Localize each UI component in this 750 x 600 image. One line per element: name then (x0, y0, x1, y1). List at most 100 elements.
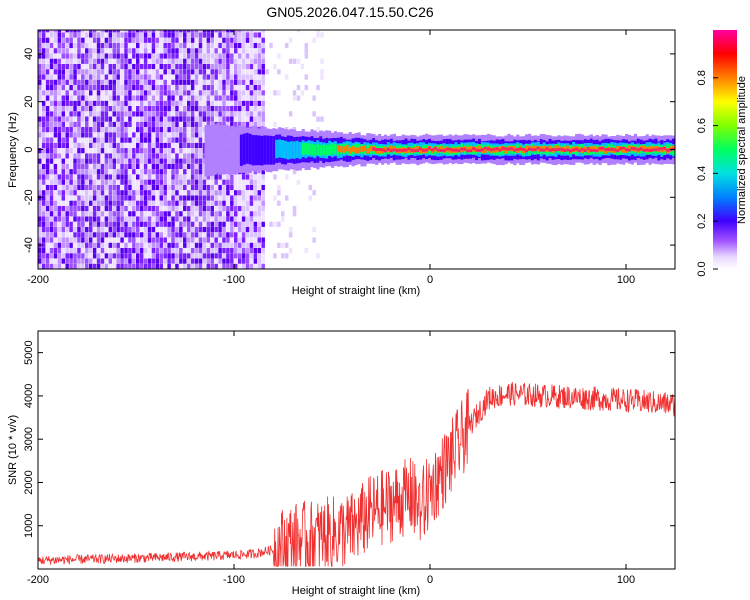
heat-cell (218, 179, 222, 185)
heat-cell (45, 111, 50, 117)
heat-cell (214, 258, 218, 264)
heat-cell (116, 79, 120, 85)
heat-cell (108, 216, 113, 222)
heat-cell (77, 116, 81, 122)
heat-cell (124, 253, 128, 259)
heat-cell (45, 142, 50, 149)
heat-cell (234, 116, 238, 122)
heat-cell (155, 216, 160, 222)
heat-cell (163, 216, 167, 222)
heat-cell (124, 74, 128, 80)
heat-cell (132, 116, 136, 122)
heat-cell (92, 216, 97, 222)
heat-cell (65, 195, 69, 201)
heat-cell (139, 216, 144, 222)
heat-cell (218, 90, 222, 96)
heat-cell (320, 58, 324, 64)
heat-cell (167, 174, 171, 180)
heat-cell (206, 184, 211, 191)
heat-cell (139, 90, 144, 96)
heat-cell (85, 237, 89, 243)
heat-cell (65, 132, 69, 138)
heat-cell (45, 63, 50, 70)
signal-cell (583, 146, 588, 152)
heat-cell (128, 205, 132, 212)
heat-cell (257, 42, 262, 49)
heat-cell (218, 195, 222, 201)
heat-cell (222, 95, 226, 101)
heat-cell (159, 74, 164, 80)
heat-cell (183, 116, 187, 122)
heat-cell (179, 137, 183, 143)
heat-cell (159, 106, 164, 112)
heat-cell (116, 142, 120, 149)
heat-cell (57, 116, 62, 122)
heat-cell (292, 211, 297, 217)
heat-cell (41, 258, 46, 264)
heat-cell (234, 184, 238, 191)
signal-cell (436, 148, 441, 152)
heat-cell (186, 195, 191, 201)
heat-cell (214, 221, 218, 227)
heat-cell (273, 90, 277, 96)
heat-cell (163, 200, 167, 206)
heat-cell (253, 90, 258, 96)
heat-cell (85, 37, 89, 43)
heat-cell (96, 211, 101, 217)
heat-cell (38, 148, 42, 154)
heat-cell (65, 127, 69, 133)
heat-cell (96, 179, 101, 185)
chart-title: GN05.2026.047.15.50.C26 (266, 4, 434, 20)
heat-cell (108, 58, 113, 64)
heat-cell (69, 100, 73, 106)
heat-cell (139, 79, 144, 85)
heat-cell (183, 90, 187, 96)
heat-cell (88, 74, 93, 80)
heat-cell (194, 63, 199, 70)
heat-cell (116, 158, 120, 164)
heat-cell (257, 211, 262, 217)
heat-cell (175, 200, 179, 206)
heat-cell (57, 158, 62, 164)
heat-cell (179, 190, 183, 196)
heat-cell (214, 232, 218, 238)
heat-cell (132, 200, 136, 206)
heat-cell (38, 69, 42, 75)
heat-cell (61, 84, 66, 91)
heat-cell (151, 48, 156, 54)
heat-cell (112, 184, 116, 191)
heat-cell (139, 84, 144, 91)
heat-cell (136, 37, 140, 43)
heat-cell (49, 111, 54, 117)
heat-cell (241, 179, 246, 185)
heat-cell (45, 30, 50, 33)
heat-cell (265, 69, 269, 75)
heat-cell (57, 100, 62, 106)
heat-cell (210, 121, 214, 127)
heat-cell (104, 148, 109, 154)
heat-cell (77, 48, 81, 54)
heat-cell (124, 237, 128, 243)
heat-cell (288, 58, 293, 64)
heat-cell (175, 95, 179, 101)
heat-cell (163, 42, 167, 49)
heat-cell (273, 174, 277, 180)
heat-cell (159, 195, 164, 201)
heat-cell (253, 111, 258, 117)
heat-cell (143, 148, 148, 154)
heat-cell (120, 74, 124, 80)
heat-cell (88, 211, 93, 217)
heat-cell (222, 263, 226, 269)
signal-cell (460, 147, 464, 151)
heat-cell (312, 111, 316, 117)
heat-cell (226, 100, 230, 106)
signal-cell (298, 141, 302, 159)
heat-cell (230, 195, 234, 201)
heat-cell (175, 100, 179, 106)
signal-cell (413, 149, 417, 153)
heat-cell (132, 148, 136, 154)
heat-cell (92, 148, 97, 154)
heat-cell (120, 63, 124, 70)
heat-cell (104, 226, 109, 233)
